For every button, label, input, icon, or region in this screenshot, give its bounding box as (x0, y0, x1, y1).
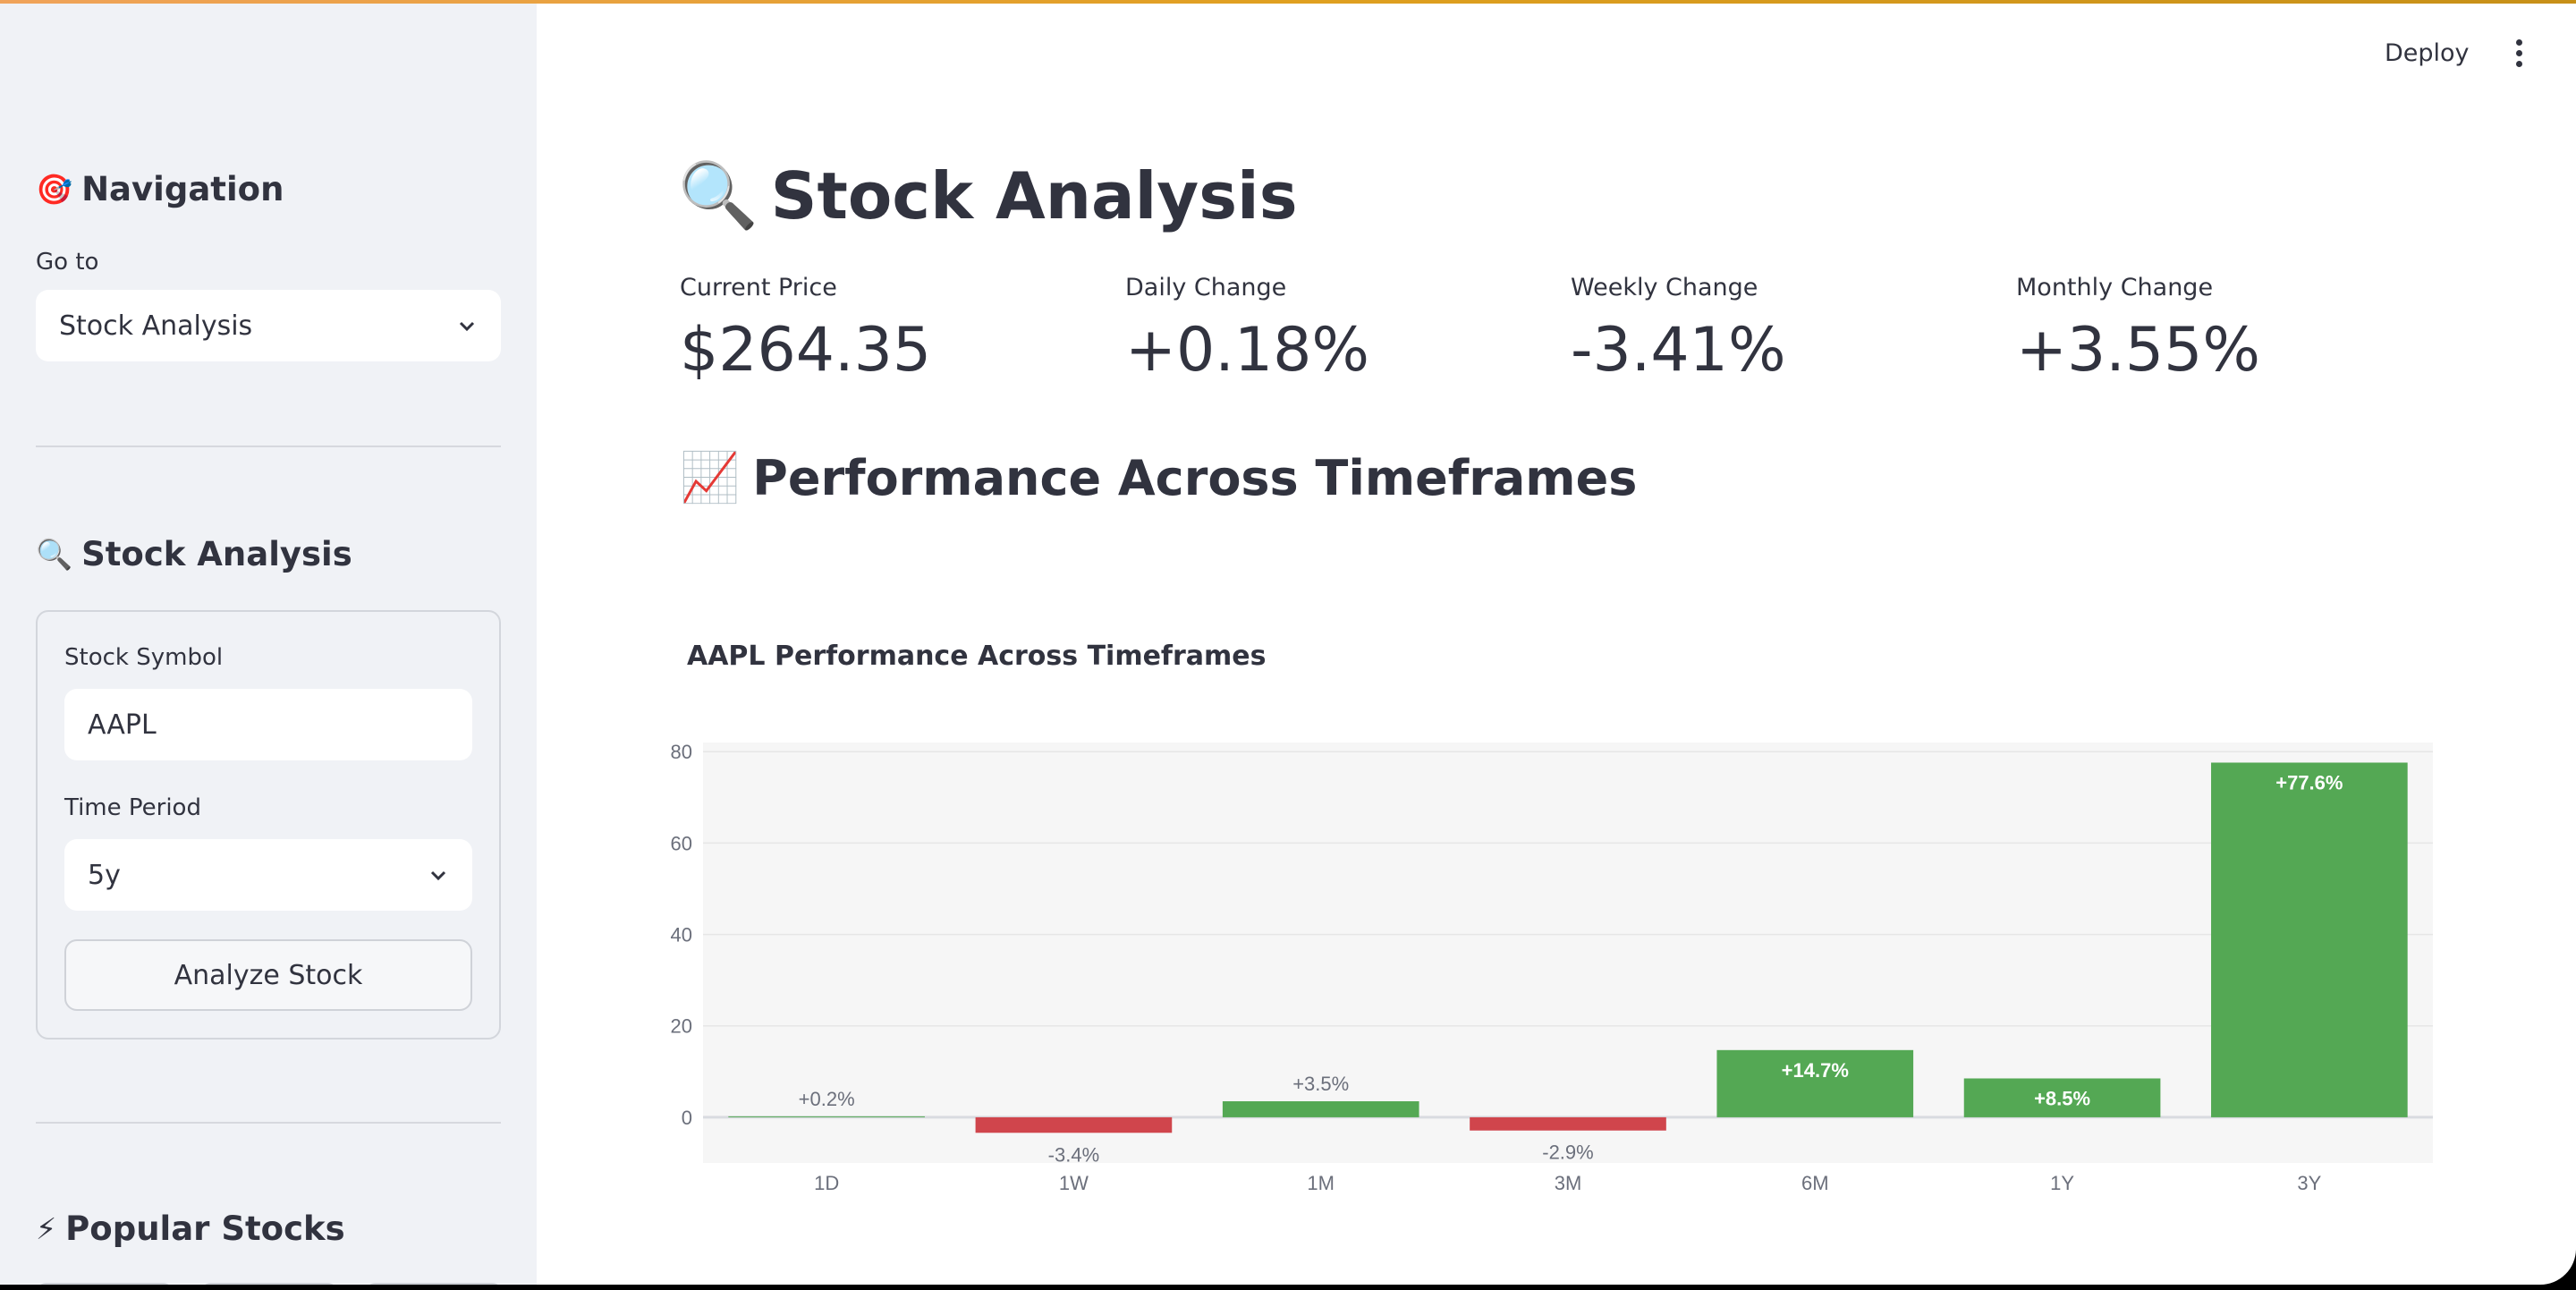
popular-stock-button[interactable] (36, 1283, 174, 1285)
more-menu-icon[interactable] (2510, 39, 2528, 72)
popular-stock-button[interactable] (200, 1283, 338, 1285)
magnifier-icon: 🔍 (36, 536, 73, 572)
deploy-button[interactable]: Deploy (2385, 39, 2470, 67)
navigation-heading-label: Navigation (81, 170, 284, 208)
data-label: +0.2% (799, 1088, 855, 1110)
symbol-label: Stock Symbol (64, 644, 224, 671)
data-label: +14.7% (1782, 1059, 1849, 1082)
bar (2211, 762, 2408, 1117)
plot-area (703, 743, 2433, 1163)
data-label: -3.4% (1048, 1143, 1099, 1166)
symbol-input-value: AAPL (88, 709, 157, 741)
stock-analysis-heading: 🔍 Stock Analysis (36, 535, 352, 573)
magnifier-icon: 🔍 (678, 157, 758, 233)
bar (975, 1116, 1173, 1133)
chevron-down-icon (459, 321, 475, 332)
chart-increasing-icon: 📈 (680, 449, 741, 505)
metric-value: $264.35 (680, 315, 932, 386)
x-tick-label: 1W (1059, 1172, 1089, 1194)
sidebar-divider (36, 446, 501, 447)
lightning-icon: ⚡ (36, 1211, 57, 1246)
data-label: -2.9% (1542, 1141, 1593, 1164)
top-decoration-bar (0, 0, 2576, 4)
sidebar: 🎯 Navigation Go to Stock Analysis 🔍 Stoc… (0, 4, 537, 1285)
y-tick-label: 20 (671, 1015, 692, 1038)
period-label: Time Period (64, 794, 201, 821)
bar (1716, 1049, 1914, 1117)
stock-analysis-heading-label: Stock Analysis (81, 535, 352, 573)
bar (1222, 1101, 1419, 1117)
y-tick-label: 0 (682, 1107, 692, 1129)
chevron-down-icon (430, 870, 446, 881)
bar-chart: 0 20 40 60 80 +0.2% 1D -3.4% 1W +3.5% 1M -2.9% 3M +14… (671, 741, 2433, 1194)
metric-label: Daily Change (1125, 274, 1287, 301)
x-tick-label: 3Y (2297, 1172, 2321, 1194)
analyze-stock-button[interactable]: Analyze Stock (64, 939, 472, 1011)
metric-value: +3.55% (2016, 315, 2260, 386)
metric-label: Current Price (680, 274, 837, 301)
data-label: +77.6% (2275, 771, 2343, 794)
goto-select-value: Stock Analysis (59, 310, 253, 342)
x-tick-label: 3M (1555, 1172, 1582, 1194)
data-label: +3.5% (1292, 1073, 1349, 1095)
goto-label: Go to (36, 249, 99, 276)
bar (1470, 1116, 1666, 1131)
y-tick-label: 60 (671, 832, 692, 854)
symbol-input[interactable]: AAPL (64, 689, 472, 760)
bar (1963, 1078, 2161, 1117)
popular-stocks-heading-label: Popular Stocks (65, 1209, 345, 1248)
bar (728, 1116, 925, 1117)
popular-stock-button[interactable] (365, 1283, 503, 1285)
navigation-heading: 🎯 Navigation (36, 170, 284, 208)
x-tick-label: 6M (1801, 1172, 1829, 1194)
x-tick-label: 1D (814, 1172, 839, 1194)
metric-label: Weekly Change (1571, 274, 1758, 301)
period-select[interactable]: 5y (64, 839, 472, 911)
goto-select[interactable]: Stock Analysis (36, 290, 501, 361)
popular-stocks-heading: ⚡ Popular Stocks (36, 1209, 345, 1248)
y-tick-label: 80 (671, 741, 692, 763)
page-title-label: Stock Analysis (770, 157, 1298, 233)
metric-value: +0.18% (1125, 315, 1369, 386)
x-tick-label: 1M (1307, 1172, 1335, 1194)
target-icon: 🎯 (36, 171, 73, 207)
chart-title: AAPL Performance Across Timeframes (687, 641, 1267, 672)
stock-form: Stock Symbol AAPL Time Period 5y Analyze… (36, 610, 501, 1040)
metric-label: Monthly Change (2016, 274, 2214, 301)
page-title: 🔍 Stock Analysis (678, 157, 1298, 233)
section-heading-label: Performance Across Timeframes (752, 449, 1638, 506)
y-tick-label: 40 (671, 924, 692, 946)
sidebar-divider (36, 1122, 501, 1124)
data-label: +8.5% (2034, 1087, 2090, 1109)
x-tick-label: 1Y (2050, 1172, 2074, 1194)
section-heading: 📈 Performance Across Timeframes (680, 449, 1637, 506)
metric-value: -3.41% (1571, 315, 1786, 386)
period-select-value: 5y (88, 859, 121, 891)
